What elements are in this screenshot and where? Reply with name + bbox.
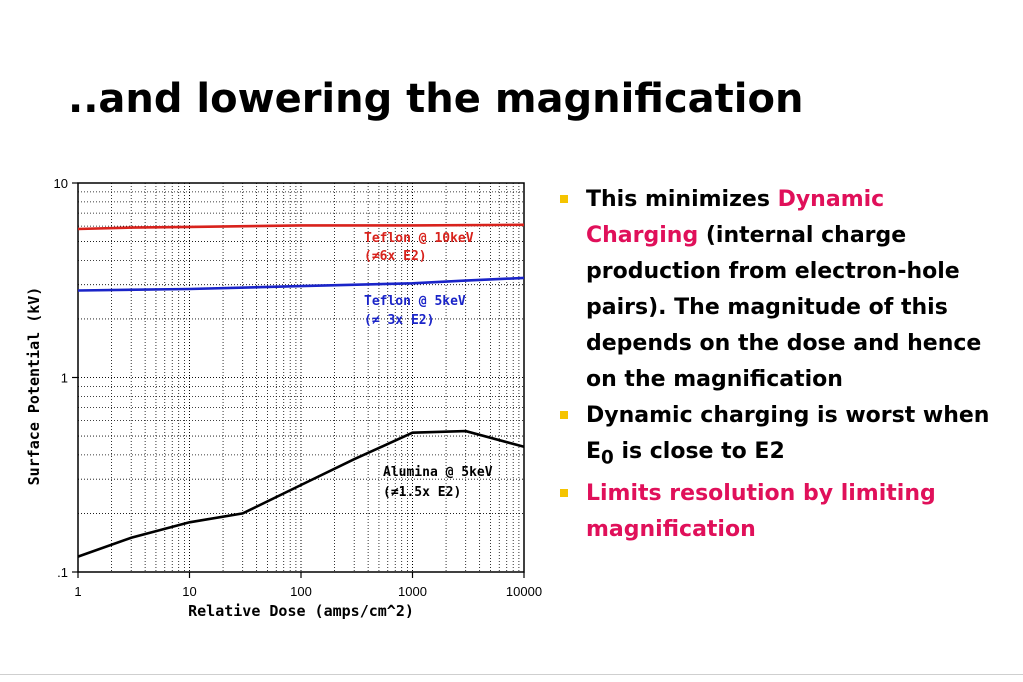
y-tick-label: 10	[54, 176, 68, 191]
y-tick-labels: .1 1 10	[54, 176, 78, 580]
series-name-label: Teflon @ 10keV	[364, 231, 474, 246]
bullet-text: Dynamic charging is worst when E	[586, 403, 990, 464]
bullet-text: Limits resolution by limiting magnificat…	[586, 481, 936, 543]
series-line-1	[77, 276, 525, 292]
x-tick-label: 1000	[398, 584, 427, 599]
bullet-text: 0	[601, 447, 614, 469]
chart: 1 10 100 1000 10000 .1 1 10 Teflon @ 10keV (≠6x…	[25, 176, 542, 620]
x-tick-label: 10000	[506, 584, 542, 599]
x-axis-label: Relative Dose (amps/cm^2)	[188, 602, 414, 620]
series-name-label: Teflon @ 5keV	[364, 294, 466, 309]
series-line-2	[77, 429, 525, 558]
bullet-text: is close to E2	[613, 439, 785, 464]
slide-title: ..and lowering the magnification	[68, 76, 804, 122]
series-lines	[77, 223, 525, 558]
bullet-text: (internal charge production from electro…	[586, 223, 982, 392]
square-bullet-icon	[560, 195, 568, 203]
x-tick-label: 1	[74, 584, 81, 599]
y-tick-label: .1	[57, 565, 68, 580]
bullet-list: This minimizes Dynamic Charging (interna…	[560, 182, 1000, 548]
series-name-label: Alumina @ 5keV	[383, 465, 493, 480]
bullet-text: Dynamic Charging	[586, 187, 885, 248]
bullet-item: Dynamic charging is worst when E0 is clo…	[560, 398, 1000, 476]
series-note-label: (≠6x E2)	[364, 249, 427, 264]
bullet-item: Limits resolution by limiting magnificat…	[560, 476, 1000, 548]
bullet-text: This minimizes	[586, 187, 778, 212]
series-note-label: (≠1.5x E2)	[383, 485, 461, 500]
bullet-item: This minimizes Dynamic Charging (interna…	[560, 182, 1000, 398]
x-tick-labels: 1 10 100 1000 10000	[74, 572, 542, 599]
footer-rule	[0, 674, 1023, 675]
series-labels: Teflon @ 10keV (≠6x E2) Teflon @ 5keV (≠ 3x…	[364, 231, 493, 500]
x-tick-label: 10	[182, 584, 196, 599]
y-axis-label: Surface Potential (kV)	[25, 287, 43, 486]
x-tick-label: 100	[290, 584, 312, 599]
y-tick-label: 1	[61, 371, 68, 386]
series-note-label: (≠ 3x E2)	[364, 313, 434, 328]
square-bullet-icon	[560, 489, 568, 498]
series-line-0	[77, 223, 525, 231]
square-bullet-icon	[560, 411, 568, 419]
